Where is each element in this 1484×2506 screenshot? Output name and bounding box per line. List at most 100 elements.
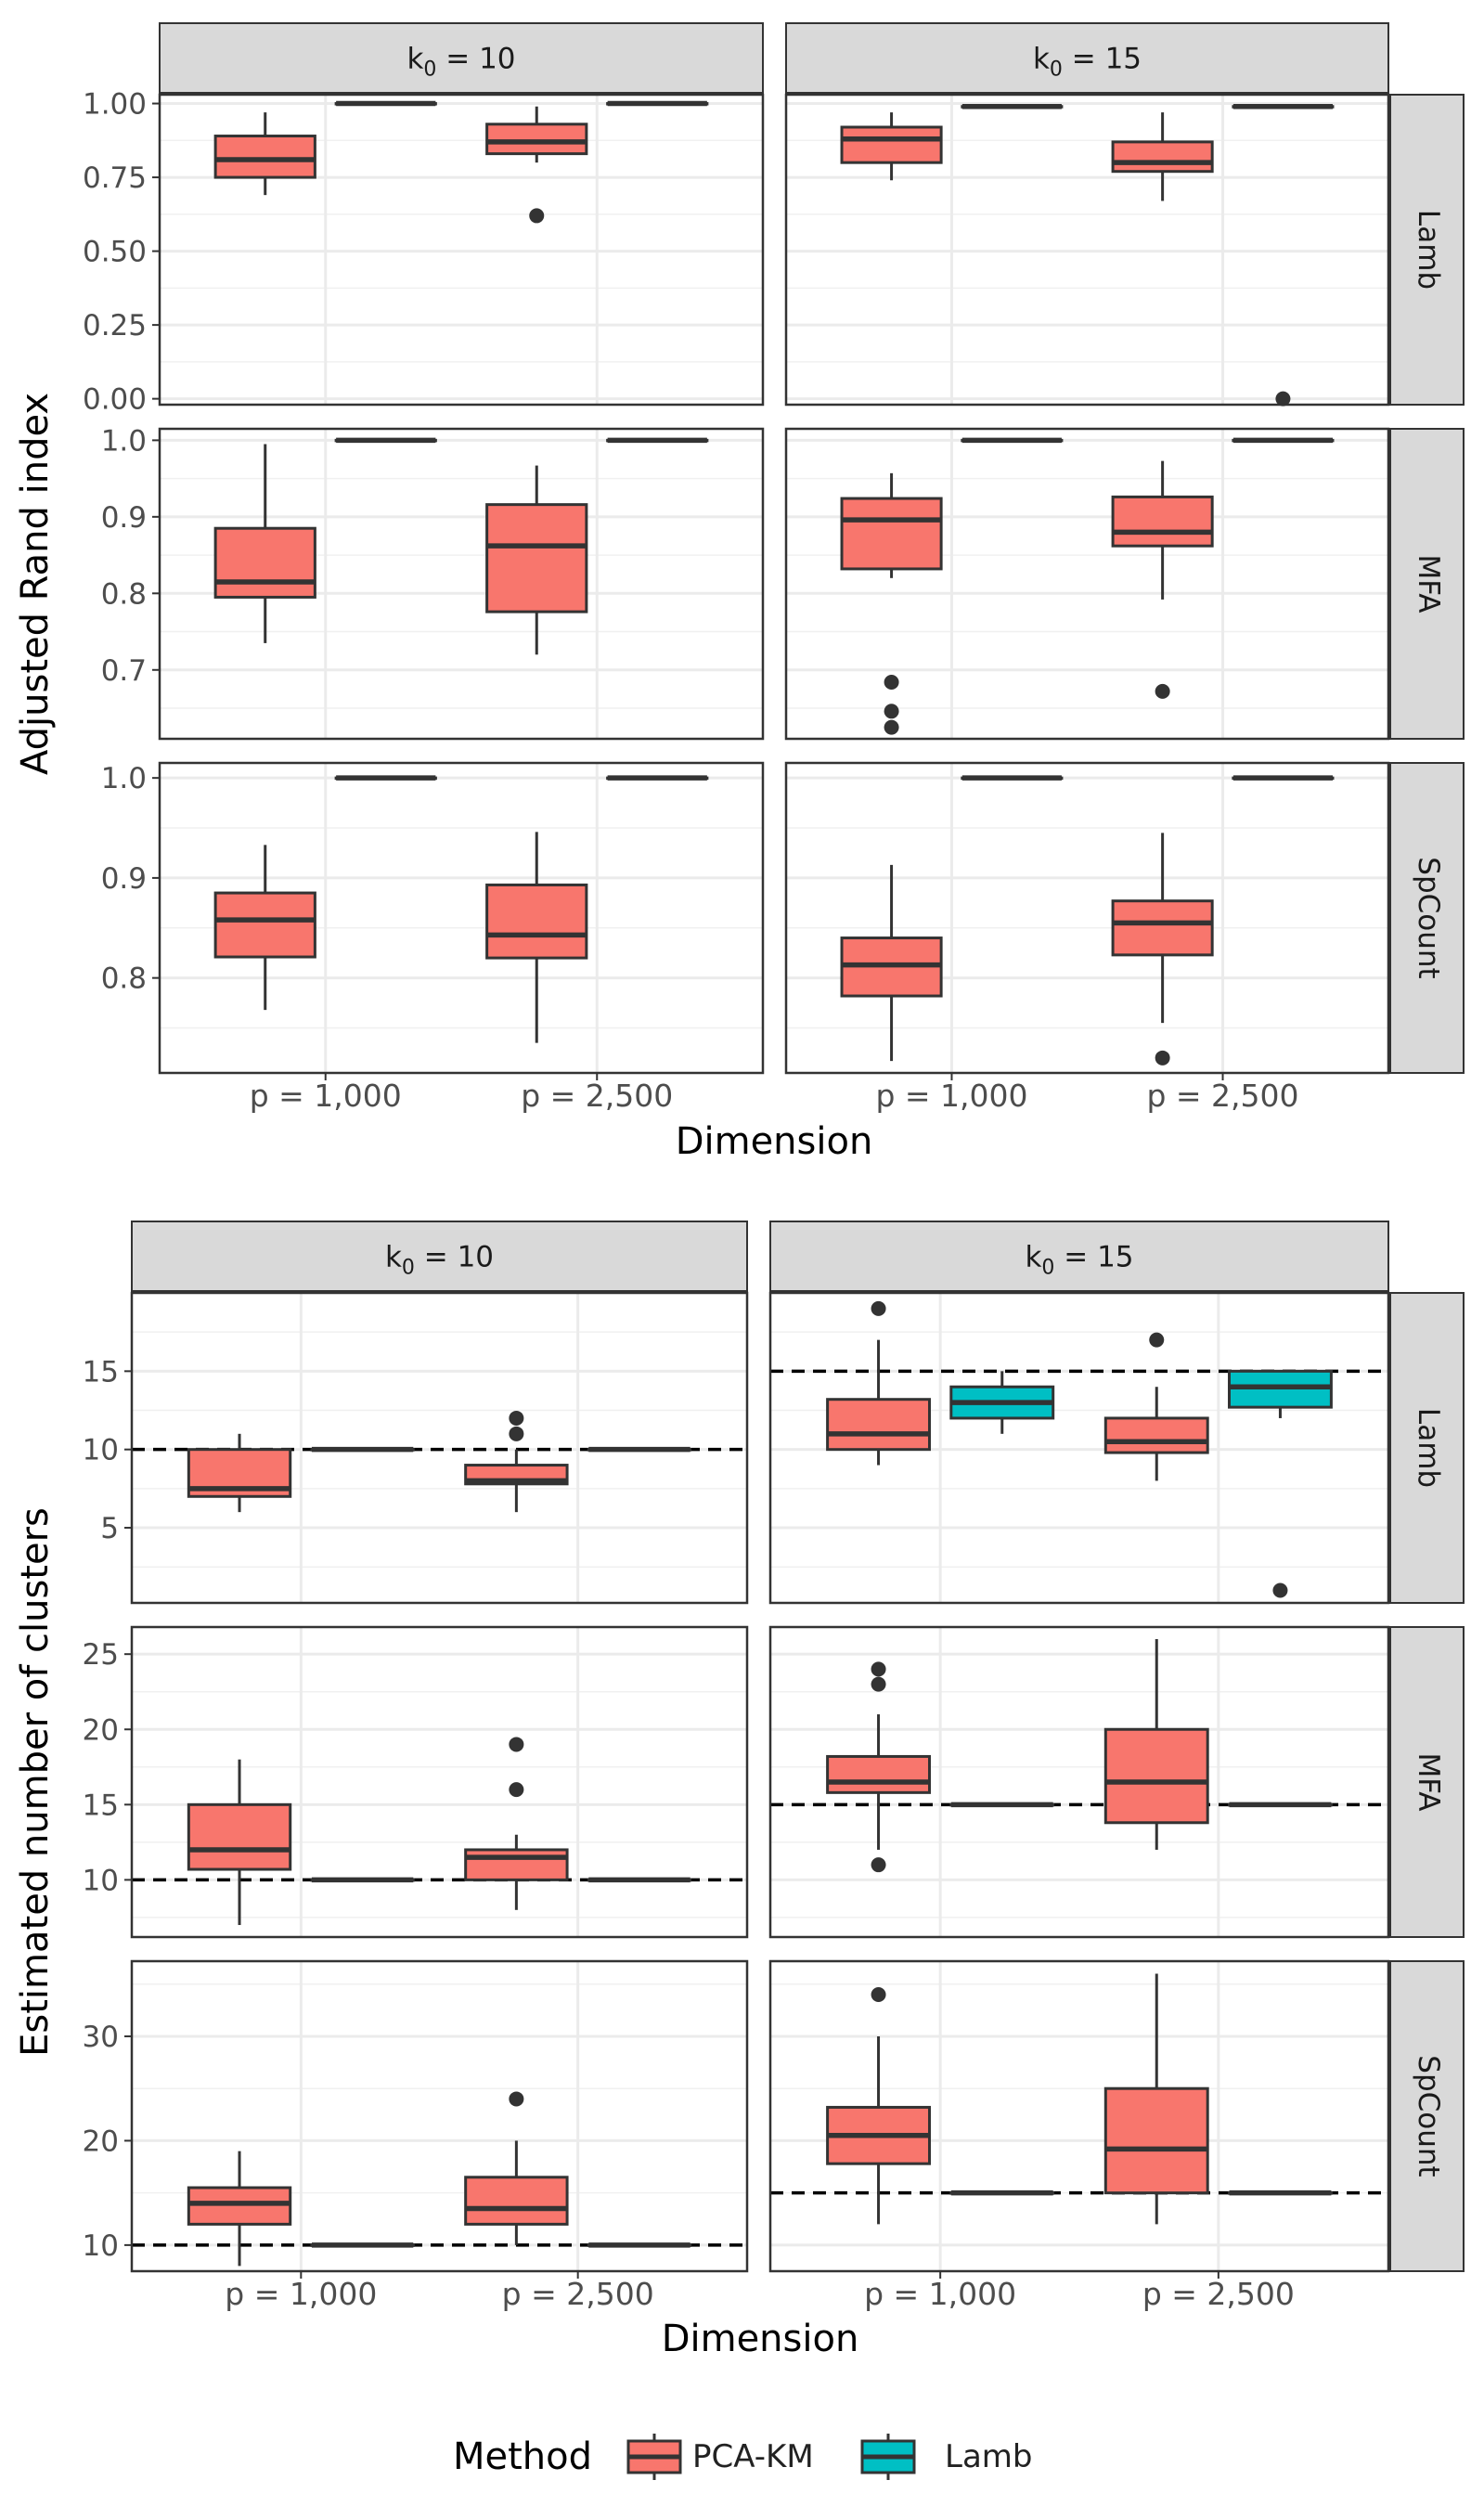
x-tick-label: p = 2,500 xyxy=(521,1078,673,1114)
outlier-point xyxy=(884,704,899,719)
x-axis-title: Dimension xyxy=(662,2318,859,2360)
outlier-point xyxy=(1155,1050,1170,1066)
y-axis-title: Adjusted Rand index xyxy=(14,393,57,775)
box-pca-km xyxy=(213,526,316,599)
outlier-point xyxy=(871,1676,886,1692)
outlier-point xyxy=(1275,391,1291,407)
panel-background xyxy=(786,763,1388,1073)
box-pca-km xyxy=(485,883,588,960)
row-strip xyxy=(1389,94,1465,406)
panel-border xyxy=(130,1625,749,1939)
box-pca-km xyxy=(187,2186,292,2226)
row-strip-label: Lamb xyxy=(1412,1408,1445,1488)
panel xyxy=(158,93,765,407)
box-pca-km xyxy=(187,1802,292,1871)
row-strip-label: MFA xyxy=(1412,555,1445,614)
x-tick-label: p = 2,500 xyxy=(1142,2276,1295,2312)
outlier-point xyxy=(1149,1332,1165,1348)
outlier-point xyxy=(871,1857,886,1873)
legend-title: Method xyxy=(453,2435,592,2478)
outlier-point xyxy=(871,1661,886,1677)
panel-border xyxy=(768,1625,1390,1939)
column-strip-label: k0 = 10 xyxy=(385,1241,494,1280)
y-tick-label: 0.9 xyxy=(101,501,147,535)
column-strip xyxy=(769,1221,1389,1292)
row-strip xyxy=(1389,1292,1465,1604)
y-tick-label: 0.8 xyxy=(101,577,147,611)
y-tick-label: 0.00 xyxy=(83,383,147,417)
panel xyxy=(130,1625,749,1939)
column-strip-label: k0 = 15 xyxy=(1033,43,1142,82)
y-tick-label: 30 xyxy=(83,2021,119,2054)
outlier-point xyxy=(884,719,899,735)
box-pca-km xyxy=(1103,2086,1209,2195)
panel-border xyxy=(784,93,1390,407)
y-tick-label: 0.8 xyxy=(101,962,147,996)
box-pca-km xyxy=(1111,899,1214,957)
outlier-point xyxy=(884,674,899,690)
panel-background xyxy=(786,429,1388,739)
box-pca-km xyxy=(826,1754,931,1794)
box-pca-km xyxy=(213,891,316,959)
y-tick-label: 0.25 xyxy=(83,309,147,342)
y-tick-label: 1.00 xyxy=(83,88,147,122)
box-pca-km xyxy=(464,2176,569,2226)
panel xyxy=(158,427,765,741)
x-tick-label: p = 1,000 xyxy=(864,2276,1016,2312)
legend: Method PCA-KM Lamb xyxy=(453,2434,1032,2480)
y-tick-label: 15 xyxy=(83,1789,119,1822)
box-pca-km xyxy=(840,125,943,164)
row-strip-label: SpCount xyxy=(1412,857,1445,978)
row-strip xyxy=(1389,1960,1465,2272)
panel xyxy=(784,761,1390,1075)
panel-background xyxy=(132,1627,747,1937)
y-tick-label: 20 xyxy=(83,1713,119,1747)
y-tick-label: 5 xyxy=(100,1512,119,1545)
box-pca-km xyxy=(485,503,588,614)
legend-key-lamb xyxy=(860,2434,916,2480)
y-tick-label: 0.75 xyxy=(83,161,147,195)
box-pca-km xyxy=(840,497,943,571)
legend-label-lamb: Lamb xyxy=(945,2438,1032,2475)
outlier-point xyxy=(509,1737,524,1752)
y-tick-label: 10 xyxy=(83,1864,119,1897)
outlier-point xyxy=(509,1410,524,1426)
y-tick-label: 1.0 xyxy=(101,762,147,795)
y-tick-label: 1.0 xyxy=(101,424,147,458)
box-pca-km xyxy=(1103,1416,1209,1454)
box-pca-km xyxy=(1111,140,1214,174)
panel-border xyxy=(158,761,765,1075)
panel-border xyxy=(158,93,765,407)
y-tick-label: 25 xyxy=(83,1638,119,1672)
y-tick-label: 20 xyxy=(83,2125,119,2158)
outlier-point xyxy=(1272,1582,1288,1598)
panel-border xyxy=(158,427,765,741)
column-strip-label: k0 = 10 xyxy=(406,43,515,82)
y-axis-title: Estimated number of clusters xyxy=(14,1507,57,2057)
box-pca-km xyxy=(485,123,588,156)
row-strip xyxy=(1389,762,1465,1074)
y-tick-label: 10 xyxy=(83,2229,119,2263)
x-tick-label: p = 1,000 xyxy=(875,1078,1027,1114)
outlier-point xyxy=(871,1300,886,1316)
y-tick-label: 10 xyxy=(83,1434,119,1467)
outlier-point xyxy=(509,1782,524,1798)
panel-border xyxy=(130,1959,749,2273)
panel xyxy=(784,93,1390,407)
panel xyxy=(130,1291,749,1605)
y-tick-label: 0.50 xyxy=(83,236,147,269)
column-strip xyxy=(131,1221,748,1292)
column-strip-label: k0 = 15 xyxy=(1025,1241,1133,1280)
row-strip-label: Lamb xyxy=(1412,210,1445,290)
outlier-point xyxy=(871,1986,886,2002)
panel xyxy=(784,427,1390,741)
column-strip xyxy=(785,22,1389,94)
panel xyxy=(158,761,765,1075)
box-pca-km xyxy=(826,1398,931,1452)
x-tick-label: p = 2,500 xyxy=(1146,1078,1298,1114)
x-tick-label: p = 2,500 xyxy=(502,2276,654,2312)
clusters-chart: Estimated number of clusters Dimension k0 … xyxy=(14,1221,1465,2360)
box-pca-km xyxy=(213,135,316,179)
outlier-point xyxy=(509,2091,524,2107)
